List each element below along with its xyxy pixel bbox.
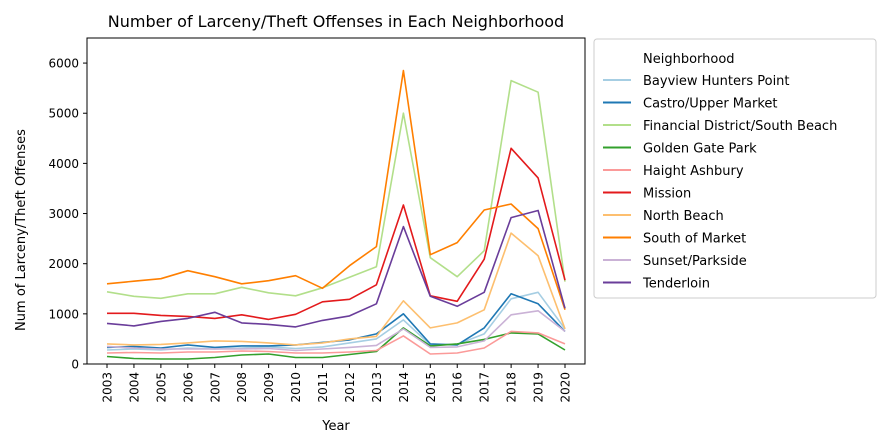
y-tick-label: 3000 [48,207,79,221]
series-line-7 [106,69,566,311]
x-tick-label: 2013 [370,372,384,403]
x-tick-label: 2006 [181,372,195,403]
x-tick-label: 2020 [559,372,573,403]
x-tick-label: 2011 [316,372,330,403]
x-tick-label: 2018 [505,372,519,403]
plot-frame [86,37,586,365]
x-tick-label: 2015 [424,372,438,403]
chart-title: Number of Larceny/Theft Offenses in Each… [108,12,564,31]
legend-label: Castro/Upper Market [643,97,778,112]
y-tick-label: 5000 [48,107,79,121]
legend-label: Financial District/South Beach [643,119,837,134]
legend-label: South of Market [643,232,746,247]
x-tick-label: 2010 [289,372,303,403]
series-line-5 [107,147,566,321]
y-tick-label: 6000 [48,57,79,71]
legend-label: Mission [643,187,691,202]
x-tick-label: 2003 [101,372,115,403]
legend-label: Sunset/Parkside [643,254,747,269]
x-tick-label: 2009 [262,372,276,403]
y-tick-label: 0 [71,358,79,372]
y-tick-label: 4000 [48,157,79,171]
y-tick-label: 1000 [48,307,79,321]
x-axis-label: Year [321,419,350,434]
legend: Neighborhood Bayview Hunters Point Castro… [593,38,877,299]
legend-label: Haight Ashbury [643,164,744,179]
x-tick-label: 2012 [343,372,357,403]
legend-label: Golden Gate Park [643,142,757,157]
series-line-8 [106,309,566,352]
legend-frame [593,38,877,299]
legend-label: North Beach [643,209,724,224]
axes: 0 1000 2000 3000 4000 5000 6000 2003 2004 2005 200… [48,37,586,403]
series-line-4 [106,330,566,355]
legend-label: Tenderloin [642,277,710,292]
x-tick-label: 2017 [478,372,492,403]
x-tick-label: 2004 [127,372,141,403]
x-tick-label: 2007 [208,372,222,403]
legend-title: Neighborhood [643,52,735,67]
y-axis-label: Num of Larceny/Theft Offenses [14,129,29,331]
series-line-2 [106,79,566,300]
series-line-6 [106,232,566,346]
legend-label: Bayview Hunters Point [643,74,790,89]
series-line-9 [106,209,566,328]
x-tick-label: 2019 [532,372,546,403]
y-tick-label: 2000 [48,257,79,271]
x-tick-label: 2008 [235,372,249,403]
x-tick-label: 2016 [451,372,465,403]
series-lines [106,69,566,360]
x-tick-label: 2014 [397,372,411,403]
series-line-3 [106,327,566,360]
x-tick-label: 2005 [154,372,168,403]
